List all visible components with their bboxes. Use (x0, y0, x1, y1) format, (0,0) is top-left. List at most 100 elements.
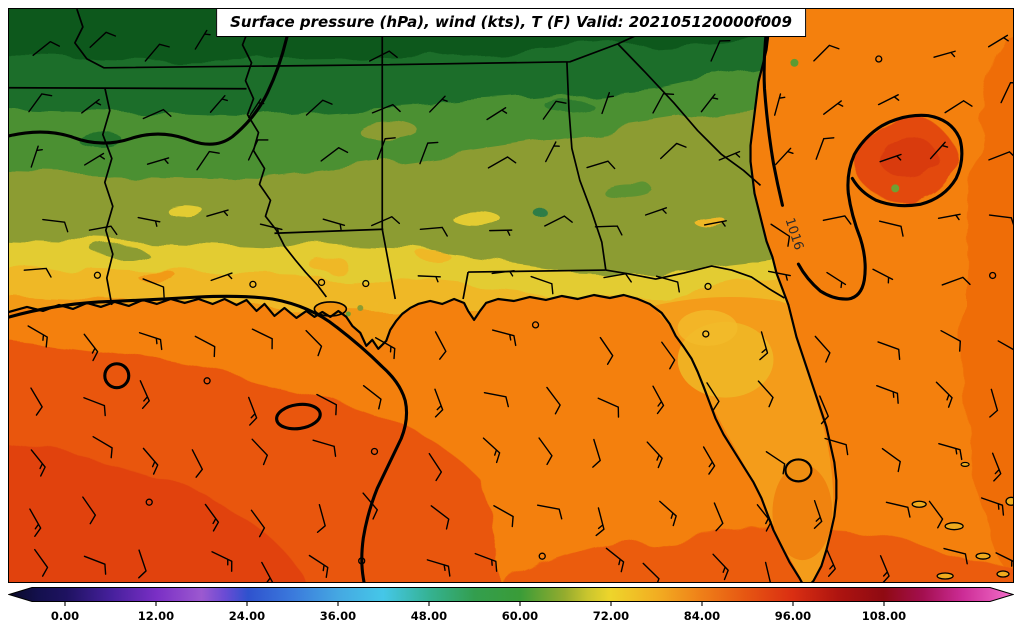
wind-barb (710, 39, 731, 62)
wind-barb (765, 451, 786, 475)
border-ms-al (381, 9, 397, 300)
wind-barb (419, 226, 448, 237)
wind-barb (933, 50, 956, 58)
wind-barb (312, 439, 337, 457)
wind-barb (929, 141, 949, 160)
wind-barb (660, 142, 687, 160)
wind-barb (878, 220, 904, 237)
wind-barb (530, 275, 554, 295)
wind-barb (879, 555, 890, 582)
station-circle (875, 55, 883, 63)
chart-title: Surface pressure (hPa), wind (kts), T (F… (230, 13, 792, 31)
wind-barb (594, 225, 623, 236)
wind-barb (605, 547, 625, 573)
wind-barb (592, 438, 601, 468)
wind-barb (718, 150, 741, 161)
colorbar-tick-label: 108.00 (861, 609, 907, 623)
wind-barb (434, 331, 447, 360)
wind-barb (1000, 82, 1013, 104)
wind-barb (308, 554, 329, 579)
wind-barb (764, 561, 771, 582)
border-tx-la (101, 87, 114, 306)
wind-barb (538, 437, 553, 466)
temp-mottle (170, 208, 207, 221)
wind-barb (88, 225, 118, 236)
wind-barb (206, 209, 229, 217)
wind-barb (944, 100, 973, 114)
station-circle (538, 552, 546, 560)
wind-barb (881, 447, 901, 473)
wind-barb (987, 34, 1009, 48)
wind-barb (305, 99, 333, 116)
wind-barb (546, 386, 561, 415)
temp-mottle (138, 272, 179, 285)
pressure-contour-nw (9, 9, 294, 146)
colorbar-tick-label: 36.00 (319, 609, 357, 623)
wind-barb (659, 500, 677, 527)
wind-barb (204, 503, 220, 532)
wind-barb (84, 152, 106, 166)
station-circle (203, 377, 211, 385)
south-florida-warm (772, 464, 833, 561)
wind-barb (941, 276, 971, 286)
wind-barb (536, 504, 563, 520)
wind-barb (938, 442, 963, 461)
wind-barb (27, 325, 48, 348)
wind-barb (305, 329, 323, 357)
gulf-south-warm-strip (511, 529, 1013, 582)
temp-mottle (249, 229, 278, 240)
wind-barb (997, 340, 1013, 351)
wind-barb (142, 447, 159, 475)
wind-barb (30, 449, 46, 477)
gulf-warmest-pool (9, 443, 306, 582)
wind-barb (989, 388, 999, 418)
wind-barb (144, 43, 170, 62)
small-specks (345, 58, 900, 317)
wind-barb (877, 341, 901, 360)
wind-barb (489, 229, 513, 236)
wind-barb (371, 216, 401, 227)
wind-barb (191, 449, 204, 478)
wind-barb (775, 147, 794, 166)
wind-barb (655, 275, 680, 293)
temp-mottle (533, 206, 546, 219)
wind-barb (362, 384, 382, 410)
wind-barb (937, 213, 961, 221)
island (944, 522, 964, 531)
wind-barb (81, 98, 102, 114)
florida-cool-core (677, 309, 738, 346)
temp-mottle (601, 182, 654, 199)
wind-barb (713, 502, 724, 532)
station-circle (249, 280, 257, 288)
map-canvas: 1016 (9, 9, 1013, 582)
wind-barb (83, 333, 99, 362)
wind-barb (374, 337, 396, 360)
wind-barb (82, 496, 97, 525)
wind-barb (813, 44, 840, 62)
wind-barb (138, 332, 163, 351)
wind-barb (250, 509, 266, 538)
island (960, 461, 970, 468)
wind-barb (376, 137, 396, 160)
wind-barb (940, 329, 962, 352)
wind-barb (706, 382, 720, 411)
wind-barb (599, 336, 614, 365)
wind-barb (417, 275, 441, 283)
wind-barb (194, 335, 216, 358)
wind-barb (826, 271, 847, 289)
wind-barb (773, 93, 786, 116)
wind-barb (209, 94, 228, 113)
pressure-contours (9, 9, 964, 582)
station-circle (145, 498, 153, 506)
wind-barb (935, 381, 953, 408)
wind-barb (544, 215, 573, 227)
wind-barb (876, 384, 899, 404)
wind-barb (89, 31, 117, 48)
colorbar: 0.00 12.00 24.00 36.00 48.00 60.00 72.00 84.00 9… (8, 586, 1014, 630)
wind-barb (814, 335, 831, 363)
wind-barb (486, 107, 508, 121)
wind-barb (29, 508, 42, 537)
wind-barb (885, 501, 911, 518)
pressure-contour-1016-upper (762, 9, 785, 207)
